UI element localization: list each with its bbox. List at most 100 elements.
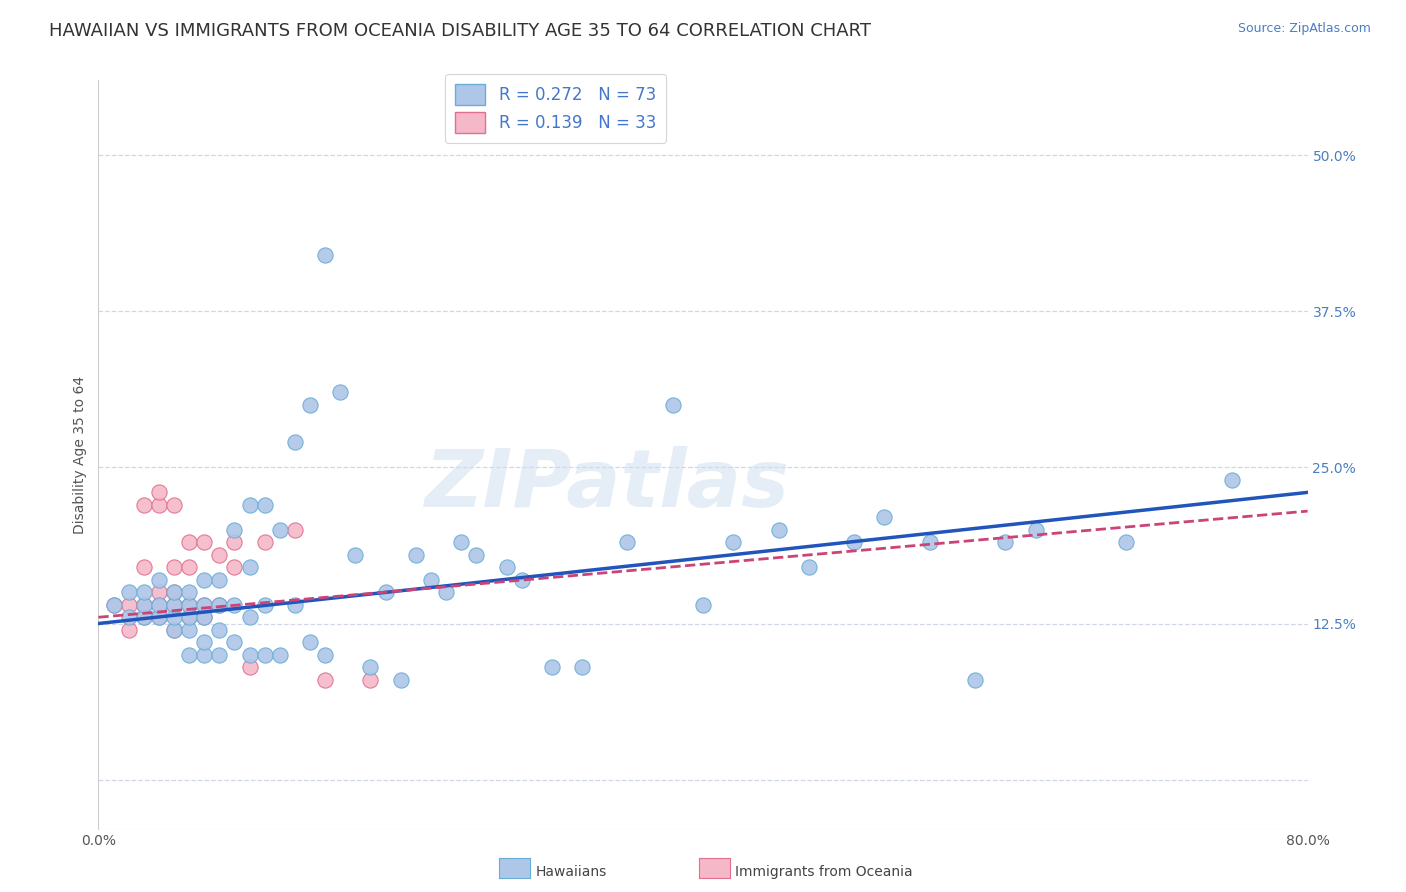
Point: [1115, 535, 1137, 549]
Point: [844, 535, 866, 549]
Point: [224, 635, 246, 649]
Point: [253, 498, 276, 512]
Point: [239, 610, 262, 624]
Point: [269, 648, 291, 662]
Point: [163, 585, 186, 599]
Point: [193, 598, 215, 612]
Text: HAWAIIAN VS IMMIGRANTS FROM OCEANIA DISABILITY AGE 35 TO 64 CORRELATION CHART: HAWAIIAN VS IMMIGRANTS FROM OCEANIA DISA…: [49, 22, 872, 40]
Text: Immigrants from Oceania: Immigrants from Oceania: [735, 865, 912, 880]
Point: [148, 498, 170, 512]
Point: [239, 498, 262, 512]
Point: [193, 635, 215, 649]
Point: [344, 548, 367, 562]
Point: [179, 585, 201, 599]
Point: [1220, 473, 1243, 487]
Point: [148, 573, 170, 587]
Point: [208, 573, 231, 587]
Point: [132, 610, 155, 624]
Point: [163, 598, 186, 612]
Point: [495, 560, 517, 574]
Point: [148, 585, 170, 599]
Point: [148, 598, 170, 612]
Point: [118, 598, 141, 612]
Point: [208, 648, 231, 662]
Point: [918, 535, 941, 549]
Point: [163, 598, 186, 612]
Point: [179, 623, 201, 637]
Point: [179, 648, 201, 662]
Point: [661, 398, 683, 412]
Point: [360, 660, 382, 674]
Text: ZIPatlas: ZIPatlas: [423, 446, 789, 524]
Point: [179, 610, 201, 624]
Point: [224, 523, 246, 537]
Point: [132, 598, 155, 612]
Point: [179, 598, 201, 612]
Point: [208, 548, 231, 562]
Point: [163, 623, 186, 637]
Point: [692, 598, 714, 612]
Point: [284, 523, 307, 537]
Point: [163, 560, 186, 574]
Point: [465, 548, 488, 562]
Point: [284, 598, 307, 612]
Point: [253, 535, 276, 549]
Point: [253, 598, 276, 612]
Point: [239, 660, 262, 674]
Point: [179, 535, 201, 549]
Point: [314, 673, 336, 687]
Point: [132, 610, 155, 624]
Point: [299, 635, 322, 649]
Point: [193, 610, 215, 624]
Point: [723, 535, 745, 549]
Point: [179, 560, 201, 574]
Point: [132, 498, 155, 512]
Point: [269, 523, 291, 537]
Point: [239, 560, 262, 574]
Point: [118, 585, 141, 599]
Point: [132, 560, 155, 574]
Point: [420, 573, 443, 587]
Point: [208, 598, 231, 612]
Point: [510, 573, 533, 587]
Point: [208, 623, 231, 637]
Point: [163, 610, 186, 624]
Point: [208, 598, 231, 612]
Point: [193, 648, 215, 662]
Point: [193, 535, 215, 549]
Point: [163, 585, 186, 599]
Point: [179, 610, 201, 624]
Point: [374, 585, 396, 599]
Point: [239, 648, 262, 662]
Point: [314, 248, 336, 262]
Point: [540, 660, 562, 674]
Point: [450, 535, 472, 549]
Point: [148, 610, 170, 624]
Text: Source: ZipAtlas.com: Source: ZipAtlas.com: [1237, 22, 1371, 36]
Point: [994, 535, 1017, 549]
Point: [163, 623, 186, 637]
Text: Hawaiians: Hawaiians: [536, 865, 607, 880]
Point: [616, 535, 638, 549]
Point: [360, 673, 382, 687]
Legend: R = 0.272   N = 73, R = 0.139   N = 33: R = 0.272 N = 73, R = 0.139 N = 33: [446, 74, 666, 143]
Point: [132, 585, 155, 599]
Point: [965, 673, 987, 687]
Point: [148, 485, 170, 500]
Point: [224, 535, 246, 549]
Point: [224, 598, 246, 612]
Point: [389, 673, 412, 687]
Point: [1024, 523, 1046, 537]
Point: [193, 610, 215, 624]
Point: [179, 598, 201, 612]
Point: [193, 573, 215, 587]
Point: [314, 648, 336, 662]
Point: [768, 523, 790, 537]
Point: [284, 435, 307, 450]
Point: [163, 498, 186, 512]
Point: [193, 598, 215, 612]
Point: [797, 560, 820, 574]
Point: [148, 610, 170, 624]
Point: [405, 548, 427, 562]
Point: [224, 560, 246, 574]
